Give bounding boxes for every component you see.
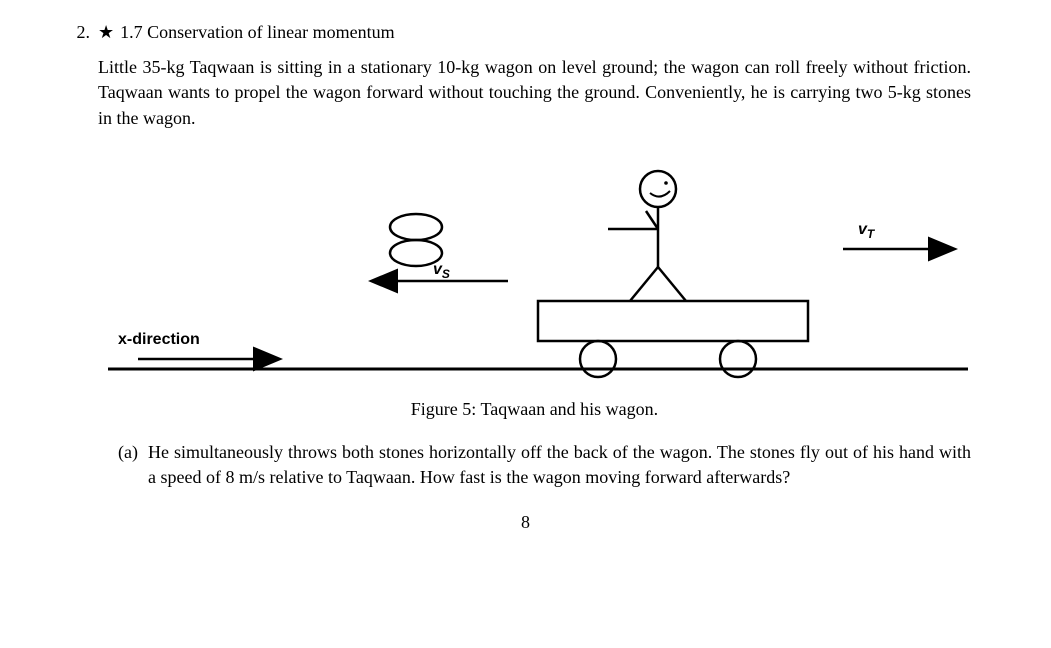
figure-caption-text: Taqwaan and his wagon. bbox=[480, 399, 658, 419]
wagon-body bbox=[538, 301, 808, 341]
problem-section: 1.7 bbox=[120, 20, 143, 45]
wagon-wheel-right bbox=[720, 341, 756, 377]
figure-number: Figure 5: bbox=[411, 399, 477, 419]
stick-arm-right bbox=[646, 211, 658, 229]
wagon-wheel-left bbox=[580, 341, 616, 377]
stick-leg-right bbox=[658, 267, 686, 301]
problem-title: Conservation of linear momentum bbox=[147, 20, 394, 45]
stick-eye bbox=[664, 181, 668, 185]
figure-caption: Figure 5: Taqwaan and his wagon. bbox=[98, 397, 971, 422]
stick-head bbox=[640, 171, 676, 207]
problem-body: Little 35-kg Taqwaan is sitting in a sta… bbox=[98, 55, 971, 131]
vt-label: vT bbox=[858, 221, 876, 241]
subpart-text: He simultaneously throws both stones hor… bbox=[148, 440, 971, 490]
page-number: 8 bbox=[50, 510, 1001, 535]
stick-leg-left bbox=[630, 267, 658, 301]
problem-header: 2. ★ 1.7 Conservation of linear momentum bbox=[50, 20, 1001, 45]
subpart-a: (a) He simultaneously throws both stones… bbox=[98, 440, 971, 490]
problem-number: 2. bbox=[50, 20, 98, 45]
problem-star: ★ bbox=[98, 20, 114, 45]
subpart-label: (a) bbox=[98, 440, 148, 490]
figure: x-direction vS vT Figure 5: Taqwaan and … bbox=[98, 149, 971, 422]
figure-svg: x-direction vS vT bbox=[98, 149, 978, 389]
stone-top bbox=[390, 214, 442, 240]
xdir-label: x-direction bbox=[118, 331, 200, 348]
vs-label: vS bbox=[433, 261, 450, 281]
stick-smile bbox=[650, 191, 670, 197]
